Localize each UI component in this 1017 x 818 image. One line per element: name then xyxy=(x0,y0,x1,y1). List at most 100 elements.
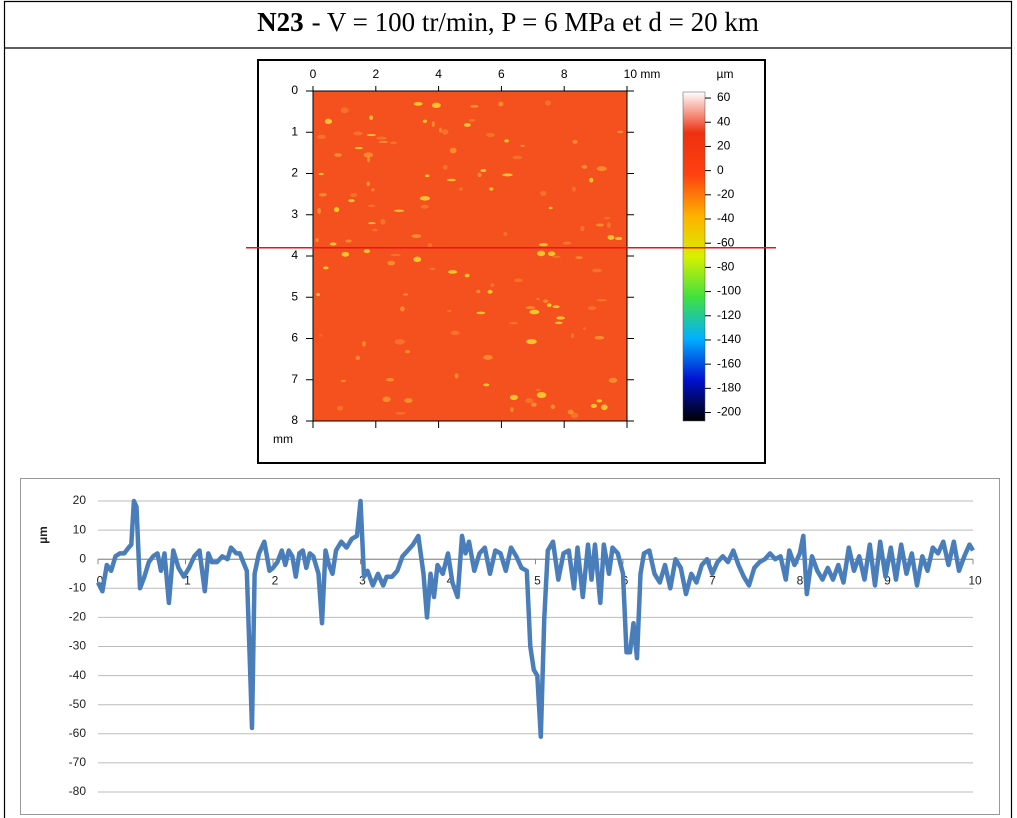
texture-spot xyxy=(400,306,405,312)
y-tick-label: 8 xyxy=(291,413,298,427)
texture-spot xyxy=(548,206,553,210)
texture-spot xyxy=(324,118,333,125)
texture-spot xyxy=(316,292,320,297)
texture-spot xyxy=(535,388,541,392)
texture-spot xyxy=(372,228,378,232)
texture-spot xyxy=(592,268,602,273)
colorbar-tick-label: -160 xyxy=(717,356,741,370)
x-tick-label: 5 xyxy=(534,573,541,587)
x-tick-label: 3 xyxy=(359,573,366,587)
texture-spot xyxy=(572,139,578,144)
texture-spot xyxy=(363,249,371,254)
texture-spot xyxy=(447,309,452,312)
texture-spot xyxy=(550,404,556,410)
texture-spot xyxy=(464,273,470,278)
texture-spot xyxy=(345,239,352,243)
texture-spot xyxy=(489,187,494,191)
texture-spot xyxy=(540,190,547,197)
texture-spot xyxy=(531,402,537,407)
colorbar-tick-label: 0 xyxy=(717,163,724,177)
texture-spot xyxy=(520,144,525,147)
texture-spot xyxy=(390,253,401,257)
texture-spot xyxy=(509,321,518,325)
texture-spot xyxy=(525,306,536,309)
texture-spot xyxy=(580,225,585,231)
texture-spot xyxy=(420,204,429,209)
texture-spot xyxy=(317,207,322,214)
x-tick-label: 0 xyxy=(97,573,104,587)
y-tick-label: 3 xyxy=(291,207,298,221)
x-tick-label: 10 mm xyxy=(624,67,661,81)
texture-spot xyxy=(315,238,319,243)
x-tick-label: 2 xyxy=(372,67,379,81)
texture-spot xyxy=(617,130,624,134)
texture-spot xyxy=(405,350,411,354)
texture-spot xyxy=(589,177,594,183)
colorbar-tick-label: -40 xyxy=(717,211,735,225)
y-tick-label: 2 xyxy=(291,166,298,180)
texture-spot xyxy=(595,223,604,227)
texture-spot xyxy=(509,394,518,401)
texture-spot xyxy=(503,231,508,236)
table-frame xyxy=(3,0,1013,818)
texture-spot xyxy=(393,209,405,212)
texture-spot xyxy=(607,234,615,240)
y-tick-label: -60 xyxy=(69,726,87,740)
texture-spot xyxy=(554,321,563,325)
texture-spot xyxy=(502,173,513,177)
texture-spot xyxy=(483,383,490,387)
texture-spot xyxy=(353,131,363,136)
texture-spot xyxy=(547,251,556,257)
colorbar-tick-label: -180 xyxy=(717,381,741,395)
texture-spot xyxy=(322,266,329,270)
x-tick-label: 4 xyxy=(435,67,442,81)
texture-spot xyxy=(449,147,457,154)
texture-spot xyxy=(575,256,583,259)
texture-spot xyxy=(363,152,374,158)
texture-spot xyxy=(606,222,611,228)
texture-spot xyxy=(590,403,598,409)
texture-spot xyxy=(413,256,422,263)
texture-spot xyxy=(603,216,611,220)
texture-spot xyxy=(411,234,422,239)
y-tick-label: -10 xyxy=(69,580,87,594)
texture-spot xyxy=(438,127,442,133)
texture-spot xyxy=(389,141,397,145)
texture-spot xyxy=(429,267,436,271)
texture-spot xyxy=(458,187,463,191)
texture-spot xyxy=(468,118,476,122)
title: N23 - V = 100 tr/min, P = 6 MPa et d = 20… xyxy=(257,7,759,37)
y-tick-label: 0 xyxy=(291,83,298,97)
colorbar-tick-label: 40 xyxy=(717,114,731,128)
texture-spot xyxy=(386,377,394,382)
texture-spot xyxy=(570,333,575,339)
texture-spot xyxy=(427,242,433,248)
texture-spot xyxy=(367,204,376,207)
texture-spot xyxy=(376,136,387,140)
texture-spot xyxy=(538,243,549,247)
texture-spot xyxy=(514,278,523,283)
colorbar-tick-label: 60 xyxy=(717,90,731,104)
y-tick-label: 6 xyxy=(291,331,298,345)
texture-spot xyxy=(562,241,572,245)
y-tick-label: 0 xyxy=(79,551,86,565)
texture-spot xyxy=(341,251,350,257)
texture-spot xyxy=(483,354,493,360)
colorbar-tick-label: 20 xyxy=(717,139,731,153)
texture-spot xyxy=(349,192,358,198)
texture-spot xyxy=(570,412,579,419)
colorbar-tick-label: -60 xyxy=(717,235,735,249)
x-tick-label: 2 xyxy=(272,573,279,587)
texture-spot xyxy=(486,132,496,137)
texture-spot xyxy=(537,250,546,257)
texture-spot xyxy=(487,289,493,294)
x-tick-label: 6 xyxy=(498,67,505,81)
colorbar-tick-label: -100 xyxy=(717,284,741,298)
texture-spot xyxy=(454,373,459,379)
colorbar-tick-label: -200 xyxy=(717,405,741,419)
texture-spot xyxy=(334,153,342,157)
texture-spot xyxy=(395,412,406,415)
texture-spot xyxy=(378,140,389,144)
colorbar xyxy=(682,91,706,422)
texture-spot xyxy=(340,107,349,114)
